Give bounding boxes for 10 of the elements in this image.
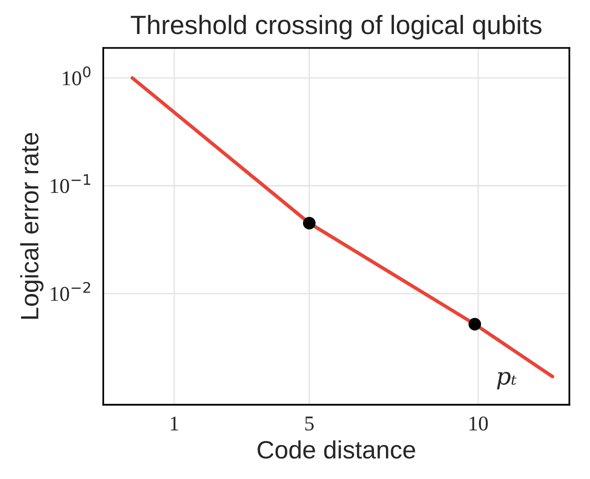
y-tick-label: 10$^{0}$ [62,66,90,86]
x-tick-label: 10 [470,416,488,431]
chart-title: Threshold crossing of logical qubits [130,14,542,40]
y-axis-title: Logical error rate [20,132,44,319]
x-axis-title: Code distance [258,440,416,459]
y-tick-label: 10$^{−2}$ [50,282,90,301]
x-tick-label: 5 [305,416,314,431]
annotation: pₜ [496,372,517,390]
y-tick-label: 10$^{−1}$ [50,174,90,194]
x-tick-label: 1 [170,416,178,430]
